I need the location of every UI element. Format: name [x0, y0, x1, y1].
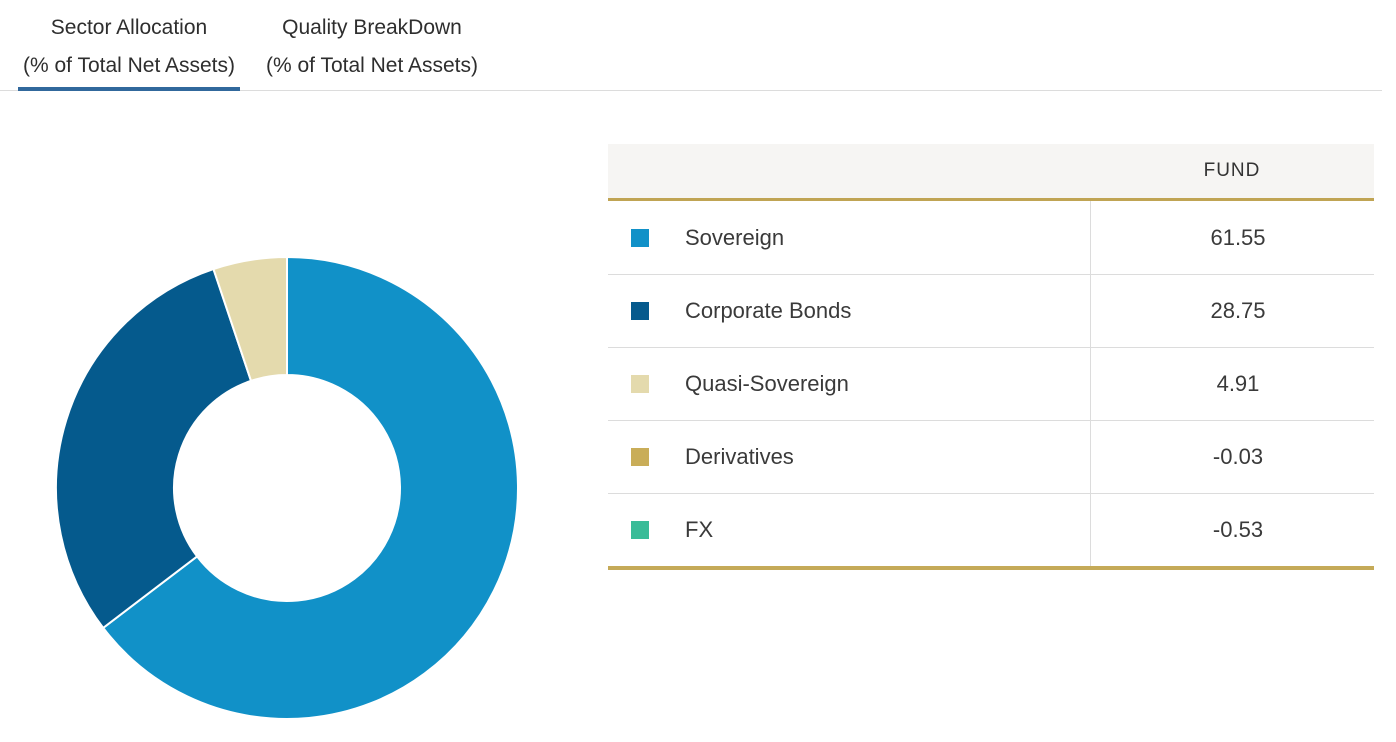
- row-value: -0.53: [1212, 517, 1264, 542]
- allocation-table: FUND Sovereign 61.55 Corporate Bonds 28.…: [608, 144, 1374, 570]
- table-header-row: FUND: [608, 144, 1374, 201]
- tab-label: Quality BreakDown: [282, 16, 462, 39]
- table-row-derivatives[interactable]: Derivatives -0.03: [608, 420, 1374, 493]
- tab-bar: Sector Allocation (% of Total Net Assets…: [0, 0, 1382, 91]
- sector-allocation-donut-chart: [7, 208, 567, 742]
- legend-swatch-fx: [631, 521, 649, 539]
- tab-label: Sector Allocation: [50, 16, 208, 39]
- tab-quality-breakdown[interactable]: Quality BreakDown (% of Total Net Assets…: [255, 0, 489, 90]
- legend-swatch-quasi-sovereign: [631, 375, 649, 393]
- row-value: 28.75: [1210, 298, 1266, 323]
- fund-column-header: FUND: [1203, 160, 1261, 181]
- row-label: Corporate Bonds: [685, 298, 852, 323]
- column-divider: [1090, 201, 1091, 566]
- table-row-sovereign[interactable]: Sovereign 61.55: [608, 201, 1374, 274]
- row-label: Quasi-Sovereign: [685, 371, 849, 396]
- tab-sublabel: (% of Total Net Assets): [22, 54, 236, 77]
- donut-slice-corporate-bonds[interactable]: [55, 267, 253, 630]
- row-label: Derivatives: [685, 444, 794, 469]
- row-value: -0.03: [1212, 444, 1264, 469]
- row-value: 4.91: [1216, 371, 1260, 396]
- legend-swatch-corporate-bonds: [631, 302, 649, 320]
- tab-sector-allocation[interactable]: Sector Allocation (% of Total Net Assets…: [18, 0, 240, 91]
- table-row-quasi-sovereign[interactable]: Quasi-Sovereign 4.91: [608, 347, 1374, 420]
- donut-slice-quasi-sovereign[interactable]: [212, 255, 288, 383]
- donut-svg: [55, 255, 519, 720]
- row-value: 61.55: [1210, 224, 1266, 250]
- table-row-corporate-bonds[interactable]: Corporate Bonds 28.75: [608, 274, 1374, 347]
- tab-sublabel: (% of Total Net Assets): [265, 54, 479, 77]
- donut-slice-sovereign[interactable]: [101, 255, 519, 720]
- row-label: Sovereign: [685, 224, 785, 250]
- table-body: Sovereign 61.55 Corporate Bonds 28.75 Qu…: [608, 201, 1374, 566]
- legend-swatch-sovereign: [631, 228, 649, 247]
- row-label: FX: [685, 517, 714, 542]
- table-row-fx[interactable]: FX -0.53: [608, 493, 1374, 566]
- legend-swatch-derivatives: [631, 448, 649, 466]
